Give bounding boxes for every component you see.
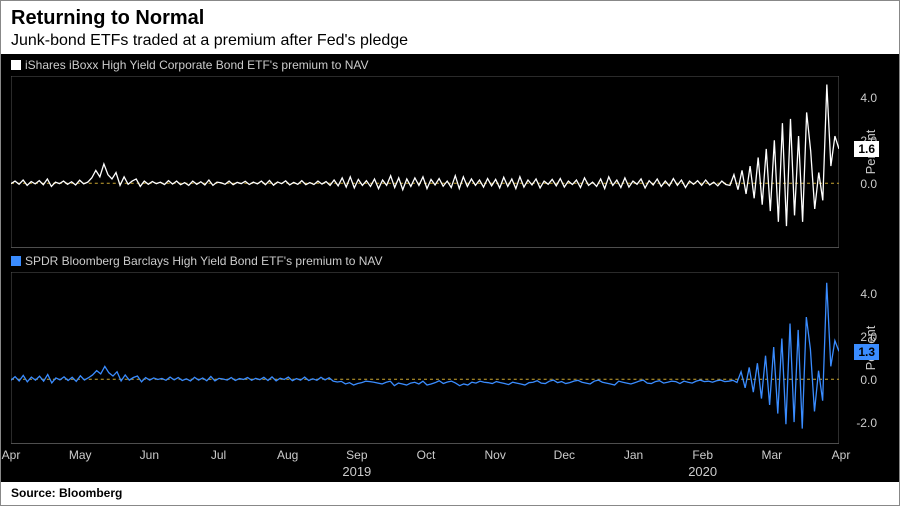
header: Returning to Normal Junk-bond ETFs trade…	[1, 1, 899, 54]
x-tick-label: Sep	[346, 448, 367, 462]
legend: iShares iBoxx High Yield Corporate Bond …	[11, 58, 369, 72]
x-year-label: 2020	[688, 464, 717, 479]
plot	[11, 272, 839, 444]
y-tick-label: 0.0	[860, 373, 877, 387]
chart-panel-1: SPDR Bloomberg Barclays High Yield Bond …	[1, 250, 899, 446]
x-tick-label: Dec	[554, 448, 575, 462]
y-tick-label: 4.0	[860, 287, 877, 301]
y-tick-label: -2.0	[856, 416, 877, 430]
endpoint-label: 1.6	[854, 141, 879, 157]
y-tick-label: 0.0	[860, 177, 877, 191]
chart-frame: Returning to Normal Junk-bond ETFs trade…	[0, 0, 900, 506]
x-tick-label: Feb	[692, 448, 713, 462]
legend-swatch	[11, 256, 21, 266]
data-line	[11, 283, 839, 429]
legend: SPDR Bloomberg Barclays High Yield Bond …	[11, 254, 383, 268]
data-line	[11, 85, 839, 227]
legend-text: iShares iBoxx High Yield Corporate Bond …	[25, 58, 369, 72]
plot	[11, 76, 839, 248]
endpoint-label: 1.3	[854, 344, 879, 360]
legend-text: SPDR Bloomberg Barclays High Yield Bond …	[25, 254, 383, 268]
source-line: Source: Bloomberg	[1, 482, 899, 504]
x-tick-label: Jul	[211, 448, 226, 462]
x-year-label: 2019	[342, 464, 371, 479]
x-tick-label: Aug	[277, 448, 298, 462]
x-tick-label: Mar	[761, 448, 782, 462]
x-tick-label: Nov	[484, 448, 505, 462]
chart-subtitle: Junk-bond ETFs traded at a premium after…	[11, 32, 889, 50]
x-tick-label: Oct	[417, 448, 436, 462]
x-tick-label: Jan	[624, 448, 643, 462]
x-tick-label: Jun	[140, 448, 159, 462]
y-tick-label: 4.0	[860, 91, 877, 105]
x-tick-label: Apr	[832, 448, 851, 462]
x-axis: Apr May Jun Jul Aug Sep Oct Nov Dec Jan Feb Mar Apr 2…	[1, 446, 899, 482]
x-tick-label: May	[69, 448, 92, 462]
charts-area: iShares iBoxx High Yield Corporate Bond …	[1, 54, 899, 482]
legend-swatch	[11, 60, 21, 70]
chart-title: Returning to Normal	[11, 7, 889, 30]
chart-panel-0: iShares iBoxx High Yield Corporate Bond …	[1, 54, 899, 250]
x-tick-label: Apr	[2, 448, 21, 462]
